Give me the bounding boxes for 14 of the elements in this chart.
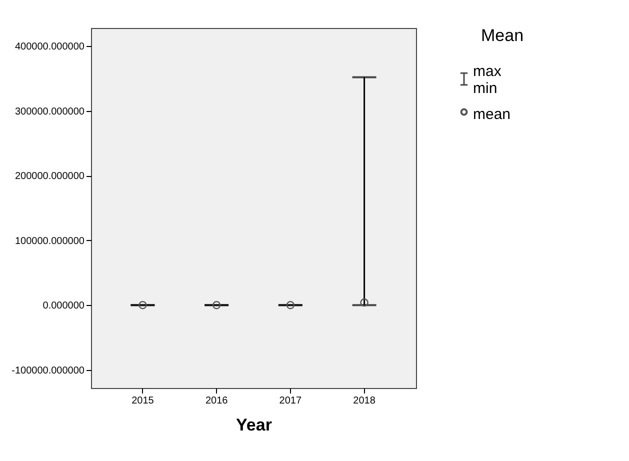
x-axis-title: Year [236, 416, 272, 434]
x-tick-label: 2015 [132, 396, 154, 406]
legend-label: mean [473, 106, 511, 123]
text: max min [473, 63, 502, 97]
x-tick-label: 2017 [279, 396, 302, 406]
legend-title: Mean [481, 26, 524, 45]
y-tick-label: 100000.000000 [14, 236, 85, 247]
y-tick-label: -100000.000000 [12, 365, 85, 376]
y-tick-label: 400000.000000 [14, 42, 85, 53]
y-tick-label: 200000.000000 [14, 171, 85, 182]
x-tick-label: 2016 [205, 396, 228, 406]
y-tick-label: 0.000000 [42, 300, 85, 312]
y-tick-label: 300000.000000 [14, 106, 85, 118]
x-tick-label: 2018 [353, 396, 376, 406]
